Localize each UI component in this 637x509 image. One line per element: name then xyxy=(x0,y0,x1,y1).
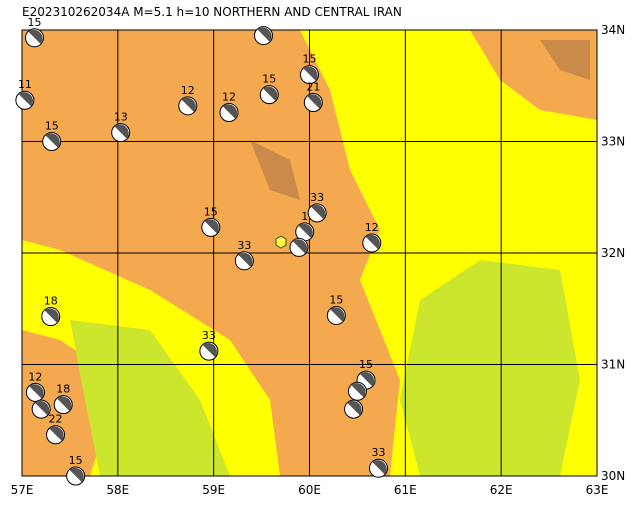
depth-label: 15 xyxy=(359,358,373,371)
focal-mechanism xyxy=(307,203,327,223)
lat-label: 31N xyxy=(601,358,625,372)
beachball-quadrant xyxy=(330,307,345,322)
beachball-quadrant xyxy=(351,383,366,398)
focal-mechanism xyxy=(15,90,35,110)
beachball-quadrant xyxy=(34,400,50,416)
focal-mechanism xyxy=(369,458,388,478)
focal-mechanism xyxy=(326,305,346,325)
focal-mechanism xyxy=(300,65,319,85)
focal-mechanism xyxy=(219,103,239,123)
beachball-quadrant xyxy=(49,426,64,442)
focal-mechanism xyxy=(201,217,221,237)
focal-mechanism xyxy=(42,132,62,151)
depth-label: 33 xyxy=(202,329,216,342)
beachball-quadrant xyxy=(359,372,375,387)
depth-label: 15 xyxy=(303,53,317,66)
focal-mechanism xyxy=(53,395,73,415)
lat-label: 32N xyxy=(601,246,625,260)
focal-mechanism xyxy=(66,466,86,486)
beachball-quadrant xyxy=(181,97,196,113)
lon-label: 63E xyxy=(586,483,609,497)
beachball-quadrant xyxy=(69,467,84,483)
focal-mechanism xyxy=(46,425,66,445)
depth-label: 33 xyxy=(237,239,251,252)
focal-mechanism xyxy=(24,28,44,48)
depth-label: 18 xyxy=(56,383,70,396)
focal-mechanism xyxy=(344,399,364,419)
lon-label: 57E xyxy=(11,483,34,497)
depth-label: 33 xyxy=(310,191,324,204)
depth-label: 18 xyxy=(44,295,58,308)
lon-label: 59E xyxy=(202,483,225,497)
focal-mechanism xyxy=(289,237,309,257)
focal-mechanism xyxy=(362,233,382,253)
depth-label: 15 xyxy=(45,120,59,133)
lon-label: 61E xyxy=(394,483,417,497)
beachball-quadrant xyxy=(18,92,33,107)
beachball-quadrant xyxy=(347,400,362,416)
depth-label: 21 xyxy=(306,80,320,93)
depth-label: 12 xyxy=(365,221,379,234)
focal-mechanism xyxy=(178,96,198,116)
lon-label: 62E xyxy=(490,483,513,497)
beachball-quadrant xyxy=(204,219,219,234)
beachball-quadrant xyxy=(202,343,217,358)
depth-label: 15 xyxy=(204,205,218,218)
beachball-quadrant xyxy=(310,204,326,220)
depth-label: 15 xyxy=(69,454,83,467)
beachball-quadrant xyxy=(28,29,43,45)
beachball-quadrant xyxy=(45,133,60,148)
focal-mechanism xyxy=(254,26,273,46)
beachball-quadrant xyxy=(303,66,318,81)
map-title: E202310262034A M=5.1 h=10 NORTHERN AND C… xyxy=(22,5,402,19)
depth-label: 22 xyxy=(49,413,63,426)
beachball-quadrant xyxy=(298,223,313,239)
depth-label: 15 xyxy=(27,16,41,29)
depth-label: 1 xyxy=(301,210,308,223)
lon-label: 60E xyxy=(298,483,321,497)
beachball-quadrant xyxy=(262,86,278,101)
epicenter xyxy=(275,235,287,249)
beachball-quadrant xyxy=(29,384,44,399)
depth-label: 12 xyxy=(222,91,236,104)
lat-label: 33N xyxy=(601,135,625,149)
depth-label: 15 xyxy=(329,293,343,306)
beachball-quadrant xyxy=(114,124,129,139)
beachball-quadrant xyxy=(372,460,387,475)
depth-label: 13 xyxy=(114,111,128,124)
depth-label: 12 xyxy=(181,84,195,97)
depth-label: 15 xyxy=(262,73,276,86)
focal-mechanism xyxy=(31,399,51,419)
beachball-quadrant xyxy=(56,396,72,411)
focal-mechanism xyxy=(25,382,45,402)
beachball-quadrant xyxy=(44,308,59,323)
beachball-quadrant xyxy=(257,27,272,42)
focal-mechanism xyxy=(234,251,254,271)
focal-mechanism xyxy=(259,85,279,105)
lat-label: 30N xyxy=(601,469,625,483)
beachball-quadrant xyxy=(307,94,322,109)
lat-label: 34N xyxy=(601,23,625,37)
beachball-quadrant xyxy=(365,234,380,250)
beachball-quadrant xyxy=(238,252,253,268)
focal-mechanism xyxy=(303,92,323,112)
focal-mechanism xyxy=(199,341,219,361)
focal-mechanism xyxy=(41,307,61,327)
focal-mechanism xyxy=(111,123,131,143)
depth-label: 11 xyxy=(18,78,32,91)
beachball-quadrant xyxy=(222,104,238,119)
beachball-quadrant xyxy=(292,239,308,254)
depth-label: 33 xyxy=(372,446,386,459)
lon-label: 58E xyxy=(106,483,129,497)
focal-mechanism xyxy=(347,381,367,401)
depth-label: 12 xyxy=(28,370,42,383)
